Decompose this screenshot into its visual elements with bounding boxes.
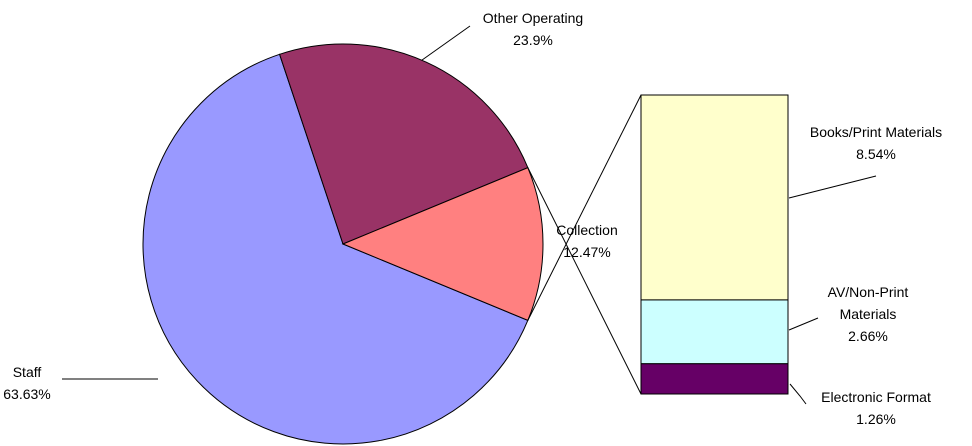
label-value: 63.63%	[3, 386, 51, 402]
bar-segment	[640, 299, 789, 365]
label-value: 8.54%	[856, 146, 896, 162]
label-name: Electronic Format	[821, 389, 931, 405]
data-label: AV/Non-Print Materials 2.66%	[808, 281, 928, 347]
label-name: Other Operating	[482, 10, 584, 26]
data-label: Staff 63.63%	[0, 361, 67, 405]
data-label: Electronic Format 1.26%	[786, 386, 966, 430]
data-label: Collection 12.47%	[537, 219, 637, 263]
connector-line	[527, 167, 642, 395]
pie-slice	[278, 43, 529, 245]
leader-line	[788, 317, 819, 331]
bar-segment	[640, 94, 789, 301]
label-name: Books/Print Materials	[809, 124, 943, 140]
connector-line	[527, 94, 642, 321]
label-name: Staff	[12, 364, 42, 380]
label-value: 12.47%	[563, 244, 611, 260]
data-label: Books/Print Materials 8.54%	[786, 121, 966, 165]
pie-slice	[142, 53, 529, 445]
label-value: 1.26%	[856, 411, 896, 427]
label-name: Collection	[556, 222, 618, 238]
label-value: 23.9%	[513, 32, 553, 48]
leader-line	[788, 175, 877, 199]
leader-line	[789, 383, 807, 405]
data-label: Other Operating 23.9%	[453, 7, 613, 51]
label-value: 2.66%	[848, 328, 888, 344]
pie-slice	[341, 166, 544, 322]
label-name: AV/Non-Print Materials	[827, 284, 909, 322]
bar-segment	[640, 363, 789, 395]
